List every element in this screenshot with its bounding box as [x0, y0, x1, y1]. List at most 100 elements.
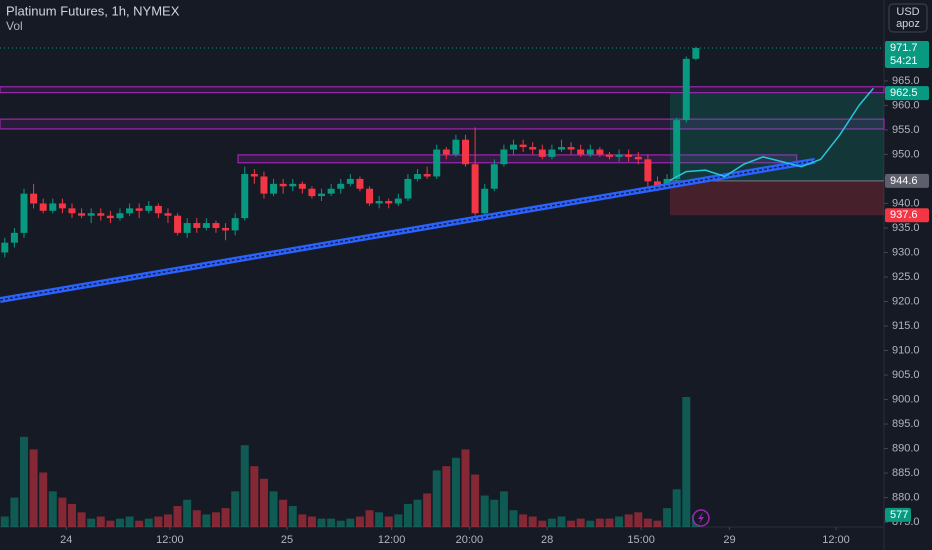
y-tick-label: 900.0 [892, 393, 920, 405]
volume-bar [10, 497, 19, 527]
candle-body [519, 144, 527, 148]
countdown: 54:21 [890, 55, 918, 67]
x-tick-label: 15:00 [627, 534, 655, 546]
volume-bar [471, 474, 480, 527]
volume-bar [461, 449, 470, 527]
volume-bar [231, 491, 240, 527]
indicator-label: Vol [6, 19, 23, 33]
volume-bar [557, 516, 566, 527]
y-tick-label: 965.0 [892, 75, 920, 87]
candle-body [625, 154, 633, 157]
volume-bar [336, 520, 345, 527]
volume-bar [365, 510, 374, 527]
volume-bar [87, 518, 96, 527]
currency[interactable]: USD [896, 6, 919, 18]
entry-price-bg [885, 173, 929, 188]
volume-bar [288, 506, 297, 527]
candle-body [30, 193, 38, 204]
unit[interactable]: apoz [896, 18, 920, 30]
volume-bar [653, 520, 662, 527]
y-tick-label: 880.0 [892, 491, 920, 503]
volume-bar [307, 516, 316, 527]
volume-bar [96, 516, 105, 527]
candle-body [490, 164, 498, 189]
volume-bar [442, 466, 451, 527]
candle-body [164, 213, 172, 216]
candle-body [433, 149, 441, 177]
candle-body [298, 183, 306, 189]
candle-body [222, 227, 230, 231]
volume-bar [624, 514, 633, 527]
volume-bar [327, 518, 336, 527]
candle-body [308, 188, 316, 197]
candle-body [337, 183, 345, 189]
candle-body [644, 159, 652, 182]
candle-body [174, 215, 182, 233]
candle-body [318, 193, 326, 197]
volume-bar [115, 518, 124, 527]
candle-body [346, 178, 354, 184]
y-tick-label: 930.0 [892, 246, 920, 258]
volume-bar [298, 514, 307, 527]
volume-bar [519, 514, 528, 527]
y-tick-label: 955.0 [892, 124, 920, 136]
alert-icon[interactable] [692, 509, 710, 527]
candle-body [596, 149, 604, 155]
candle-body [692, 48, 700, 59]
currency-button[interactable] [888, 3, 928, 33]
candle-body [135, 208, 143, 211]
volume-bar [125, 516, 134, 527]
candle-body [423, 174, 431, 177]
candle-body [154, 205, 162, 214]
volume-value: 577 [890, 509, 908, 521]
candle-body [78, 213, 86, 216]
x-tick-label: 12:00 [822, 534, 850, 546]
y-tick-label: 905.0 [892, 369, 920, 381]
candle-body [1, 242, 9, 253]
last-price-bg [885, 41, 929, 69]
candle-body [682, 58, 690, 121]
candle-body [49, 203, 57, 211]
volume-bar [547, 518, 556, 527]
volume-bar [144, 518, 153, 527]
x-tick-label: 12:00 [156, 534, 184, 546]
stop-price: 937.6 [890, 209, 918, 221]
volume-bar [58, 497, 67, 527]
volume-bar [567, 520, 576, 527]
volume-bar [355, 516, 364, 527]
candle-body [586, 149, 594, 155]
candle-body [241, 174, 249, 219]
candle-body [260, 176, 268, 194]
volume-bar [173, 506, 182, 527]
volume-bar [576, 518, 585, 527]
candle-body [202, 223, 210, 228]
volume-bar [221, 508, 230, 527]
axes: 965.0960.0955.0950.0945.0940.0935.0930.0… [60, 41, 929, 546]
volume-bar [595, 518, 604, 527]
volume-bar [183, 499, 192, 527]
volume-bar [451, 457, 460, 527]
volume-bar [509, 510, 518, 527]
candle-body [634, 156, 642, 160]
volume-bar [202, 514, 211, 527]
volume-bar [634, 512, 643, 527]
x-tick-label: 12:00 [378, 534, 406, 546]
candle-body [605, 154, 613, 157]
stop-price-bg [885, 208, 929, 223]
volume-bar [375, 512, 384, 527]
candle-body [97, 213, 105, 216]
volume-bar [432, 470, 441, 527]
overlays [0, 47, 884, 303]
candle-body [577, 149, 585, 155]
candle-body [250, 174, 258, 177]
candle-body [471, 164, 479, 214]
x-tick-label: 24 [60, 534, 72, 546]
volume-bar [39, 472, 48, 527]
candle-body [663, 178, 671, 187]
candle-body [653, 181, 661, 187]
candle-body [500, 149, 508, 165]
candle-body [116, 213, 124, 219]
candle-body [327, 188, 335, 194]
candle-body [126, 208, 134, 214]
